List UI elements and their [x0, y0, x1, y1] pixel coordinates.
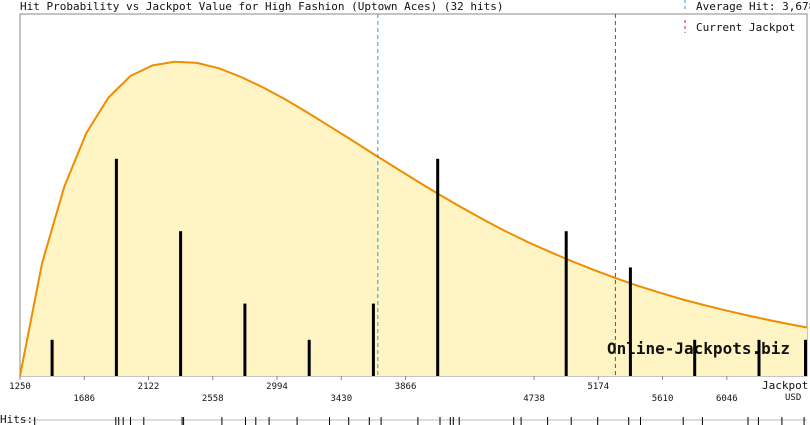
- x-tick-label: 2994: [266, 382, 288, 392]
- bar: [628, 267, 632, 376]
- density-layer: [19, 60, 808, 377]
- x-axis-label-unit: USD: [785, 393, 801, 403]
- legend-current-label: Current Jackpot: [696, 21, 795, 34]
- legend: Average Hit: 3,678 Current Jackpot: [684, 0, 810, 34]
- bar: [114, 158, 118, 376]
- x-tick-label: 5610: [652, 394, 674, 404]
- hits-label: Hits:: [0, 413, 33, 425]
- hits-strip: Hits:: [0, 413, 807, 425]
- x-tick-label: 1686: [73, 394, 95, 404]
- bar: [804, 339, 807, 376]
- watermark: Online-Jackpots.biz: [607, 339, 790, 358]
- bar: [243, 303, 247, 376]
- x-axis: 1250 2122 2994 3866 5174 1686 2558 3430 4738 5610…: [9, 376, 738, 404]
- x-tick-label: 1250: [9, 382, 31, 392]
- x-tick-label: 3430: [330, 394, 352, 404]
- bar: [50, 339, 54, 376]
- chart-title: Hit Probability vs Jackpot Value for Hig…: [20, 0, 503, 13]
- x-tick-label: 2558: [202, 394, 224, 404]
- bar: [307, 339, 311, 376]
- x-tick-label: 5174: [587, 382, 609, 392]
- bar-layer: [50, 158, 807, 376]
- bar: [436, 158, 440, 376]
- legend-average-label: Average Hit: 3,678: [696, 0, 810, 13]
- x-tick-label: 4738: [523, 394, 545, 404]
- x-tick-label: 3866: [395, 382, 417, 392]
- density-fill: [20, 61, 807, 377]
- x-tick-label: 2122: [138, 382, 160, 392]
- bar: [564, 231, 568, 376]
- x-axis-label: Jackpot,: [762, 379, 810, 392]
- bar: [371, 303, 375, 376]
- bar: [693, 339, 697, 376]
- density-curve: [19, 60, 808, 377]
- x-tick-label: 6046: [716, 394, 738, 404]
- bar: [179, 231, 183, 376]
- bar: [757, 339, 761, 376]
- reference-lines: [377, 14, 616, 376]
